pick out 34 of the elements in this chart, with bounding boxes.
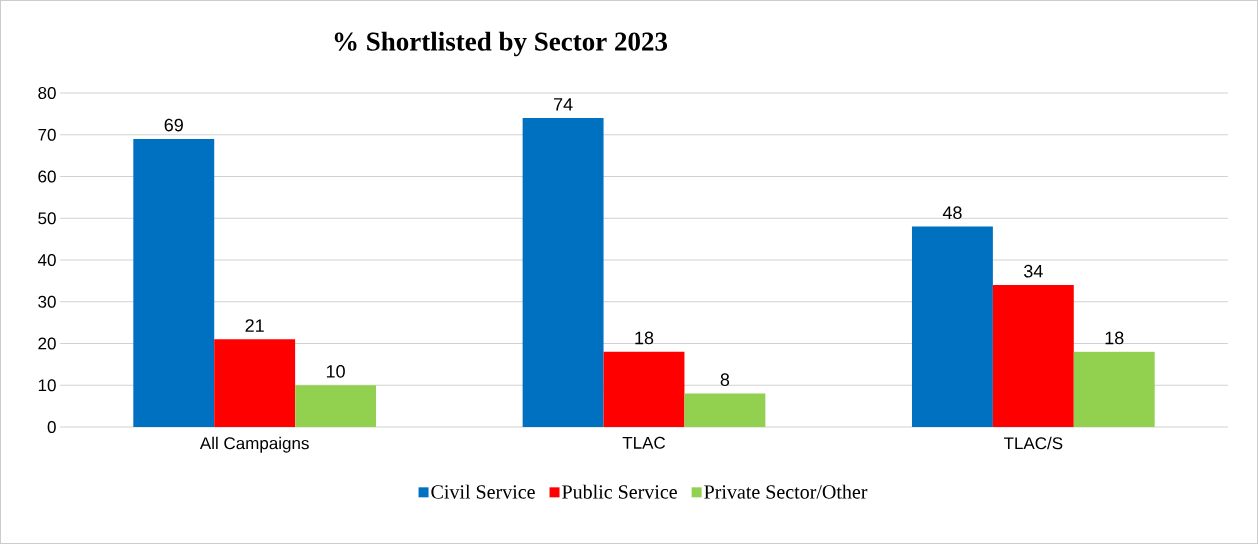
bar (684, 393, 766, 427)
x-tick-label: TLAC (622, 436, 666, 449)
data-label: 10 (326, 364, 345, 378)
bar (295, 385, 377, 427)
legend-label: Civil Service (431, 484, 535, 499)
bar (214, 339, 296, 427)
data-label: 8 (720, 373, 730, 387)
data-label: 34 (1024, 264, 1043, 278)
y-tick-label: 30 (38, 295, 56, 308)
y-tick-label: 20 (38, 337, 56, 350)
y-tick-label: 0 (47, 420, 56, 434)
data-label: 48 (942, 206, 962, 220)
bar (603, 351, 685, 427)
bar (1073, 351, 1155, 427)
y-tick-label: 70 (38, 128, 56, 141)
x-tick-label: All Campaigns (199, 436, 309, 453)
y-tick-label: 10 (38, 379, 56, 392)
data-label: 18 (1105, 331, 1124, 345)
bar (522, 118, 604, 427)
y-tick-label: 50 (38, 212, 56, 225)
y-tick-label: 60 (38, 170, 56, 183)
y-tick-label: 40 (37, 253, 56, 267)
data-label: 74 (554, 98, 573, 111)
x-tick-label: TLAC/S (1003, 436, 1063, 450)
legend-label: Public Service (562, 484, 677, 499)
data-label: 18 (635, 331, 654, 345)
data-label: 21 (245, 319, 264, 332)
chart-title: % Shortlisted by Sector 2023 (334, 31, 668, 57)
bar (133, 138, 215, 427)
bar (992, 285, 1074, 427)
bar (911, 226, 993, 427)
legend-label: Private Sector/Other (704, 484, 868, 499)
data-label: 69 (164, 118, 183, 132)
y-tick-label: 80 (38, 86, 56, 100)
